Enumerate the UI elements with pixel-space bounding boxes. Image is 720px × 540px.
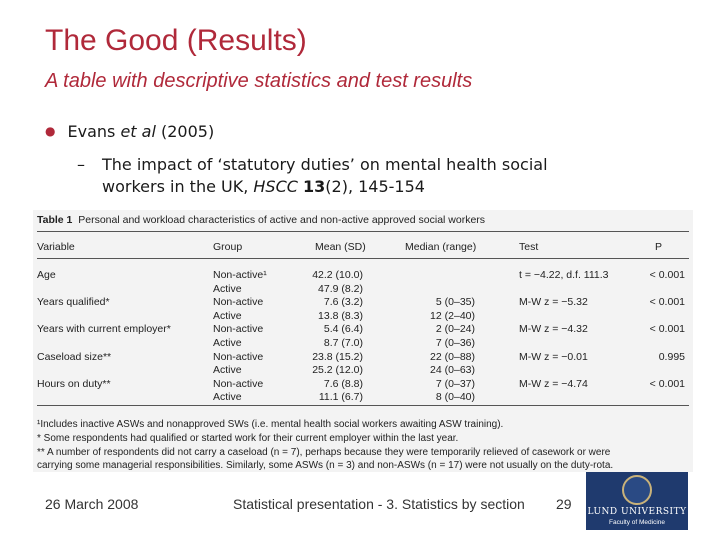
table-cell-group: Active xyxy=(213,391,242,404)
table-cell-variable: Age xyxy=(37,269,56,281)
logo-name: LUND UNIVERSITY xyxy=(587,507,687,517)
bullet-author: Evans xyxy=(67,122,121,141)
table-cell-mean: 42.2 (10.0) xyxy=(312,269,363,281)
table-header-rule xyxy=(37,258,689,259)
logo-faculty: Faculty of Medicine xyxy=(609,519,665,526)
table-cell-mean: 11.1 (6.7) xyxy=(318,391,363,404)
slide-title: The Good (Results) xyxy=(45,24,307,57)
table-cell-mean: 7.6 (8.8) xyxy=(323,377,363,390)
table-caption-text: Personal and workload characteristics of… xyxy=(78,214,486,226)
footer-page-number: 29 xyxy=(556,496,572,512)
table-cell-median: 5 (0–35) xyxy=(435,296,475,309)
table-cell-variable: Hours on duty** xyxy=(37,377,111,390)
table-cell-test: M-W z = −0.01 xyxy=(519,350,588,363)
table-cell-group: Non-active xyxy=(213,377,264,390)
table-cell-median: 2 (0–24) xyxy=(435,323,475,336)
table-cell-mean: 47.9 (8.2) xyxy=(318,282,363,295)
table-cell-median: 24 (0–63) xyxy=(430,364,475,377)
university-logo: LUND UNIVERSITY Faculty of Medicine xyxy=(586,472,688,530)
table-cell-group: Non-active xyxy=(213,296,264,309)
footer-date: 26 March 2008 xyxy=(45,496,139,512)
table-cell-group: Active xyxy=(213,337,242,349)
citation-line-2-pre: workers in the UK, xyxy=(102,177,254,196)
table-footnote: * Some respondents had qualified or star… xyxy=(37,433,459,444)
footer-title: Statistical presentation - 3. Statistics… xyxy=(233,496,525,512)
table-cell-group: Non-active¹ xyxy=(213,269,267,281)
col-header-median: Median (range) xyxy=(405,241,477,253)
table-caption: Table 1 Personal and workload characteri… xyxy=(37,214,485,226)
col-header-variable: Variable xyxy=(37,241,75,253)
bullet-reference: ● Evans et al (2005) xyxy=(45,122,214,141)
table-cell-mean: 5.4 (6.4) xyxy=(323,323,363,336)
table-cell-mean: 7.6 (3.2) xyxy=(323,296,363,309)
citation-journal: HSCC xyxy=(253,177,298,196)
table-cell-variable: Years with current employer* xyxy=(37,323,171,336)
col-header-test: Test xyxy=(519,241,539,253)
table-cell-p: < 0.001 xyxy=(649,323,685,336)
table-footnote: ** A number of respondents did not carry… xyxy=(37,447,611,458)
table-cell-test: M-W z = −4.74 xyxy=(519,377,588,390)
results-table: Table 1 Personal and workload characteri… xyxy=(33,210,693,472)
table-cell-group: Active xyxy=(213,309,242,322)
table-cell-test: t = −4.22, d.f. 111.3 xyxy=(519,269,609,281)
table-cell-mean: 13.8 (8.3) xyxy=(318,309,363,322)
table-cell-test: M-W z = −4.32 xyxy=(519,323,588,336)
table-bottom-rule xyxy=(37,405,689,406)
bullet-dot-icon: ● xyxy=(45,124,56,138)
table-cell-median: 22 (0–88) xyxy=(430,350,475,363)
col-header-p: P xyxy=(655,241,663,253)
table-cell-median: 7 (0–37) xyxy=(435,377,475,390)
sub-bullet-citation: – The impact of ‘statutory duties’ on me… xyxy=(77,154,622,198)
university-seal-icon xyxy=(622,475,652,505)
table-cell-variable: Years qualified* xyxy=(37,296,110,309)
slide-subtitle: A table with descriptive statistics and … xyxy=(45,70,473,92)
dash-icon: – xyxy=(77,155,85,174)
table-cell-mean: 25.2 (12.0) xyxy=(312,364,363,377)
table-cell-p: 0.995 xyxy=(658,350,685,363)
table-cell-p: < 0.001 xyxy=(649,377,685,390)
table-cell-p: < 0.001 xyxy=(649,269,685,281)
col-header-mean: Mean (SD) xyxy=(315,241,366,253)
table-cell-test: M-W z = −5.32 xyxy=(519,296,588,309)
table-footnote: carrying some managerial responsibilitie… xyxy=(37,460,614,471)
citation-pages: (2), 145-154 xyxy=(325,177,425,196)
table-cell-group: Non-active xyxy=(213,350,264,363)
table-caption-label: Table 1 xyxy=(37,214,73,226)
table-cell-median: 8 (0–40) xyxy=(435,391,475,404)
table-cell-group: Non-active xyxy=(213,323,264,336)
table-cell-group: Active xyxy=(213,364,242,377)
table-cell-median: 7 (0–36) xyxy=(435,337,475,349)
table-cell-variable: Caseload size** xyxy=(37,350,112,363)
table-cell-mean: 8.7 (7.0) xyxy=(323,337,363,349)
bullet-etal: et al xyxy=(120,122,156,141)
table-footnote: ¹Includes inactive ASWs and nonapproved … xyxy=(37,419,504,430)
citation-line-1: The impact of ‘statutory duties’ on ment… xyxy=(102,155,548,174)
bullet-year: (2005) xyxy=(155,122,215,141)
table-cell-median: 12 (2–40) xyxy=(430,309,475,322)
table-cell-group: Active xyxy=(213,282,242,295)
table-cell-p: < 0.001 xyxy=(649,296,685,309)
table-cell-mean: 23.8 (15.2) xyxy=(312,350,363,363)
citation-volume: 13 xyxy=(303,177,326,196)
table-top-rule xyxy=(37,231,689,232)
col-header-group: Group xyxy=(213,241,243,253)
